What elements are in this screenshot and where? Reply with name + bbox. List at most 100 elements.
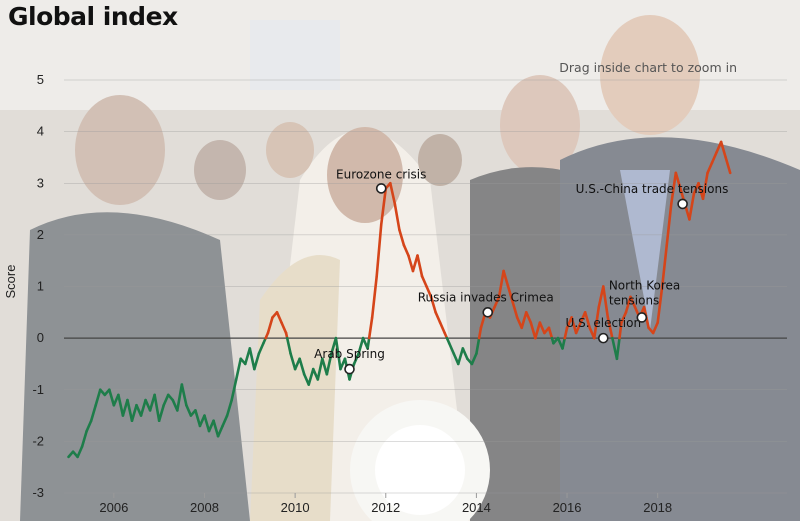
- line-segment: [429, 295, 437, 314]
- chart-title: Global index: [8, 2, 178, 31]
- line-segment: [334, 336, 342, 371]
- line-segment: [221, 414, 229, 428]
- line-segment: [447, 341, 456, 355]
- line-segment: [602, 285, 610, 319]
- line-segment: [157, 403, 166, 423]
- line-segment: [547, 326, 554, 340]
- line-segment: [665, 202, 673, 247]
- y-tick-label: 3: [37, 175, 44, 190]
- axes: 5 4 3 2 1 0 -1 -2 -3 2006 2008 2010 2012 2014 2016 2018…: [3, 72, 672, 515]
- line-segment: [506, 285, 514, 304]
- line-segment: [285, 336, 292, 355]
- line-segment: [538, 321, 546, 335]
- line-segment: [502, 269, 510, 288]
- x-tick-label: 2016: [553, 500, 582, 515]
- y-tick-label: 0: [37, 330, 44, 345]
- line-segment: [275, 311, 283, 324]
- line-segment: [307, 367, 315, 386]
- line-segment: [126, 398, 134, 423]
- line-segment: [656, 285, 664, 324]
- line-segment: [162, 393, 170, 407]
- line-segment: [520, 311, 528, 330]
- line-segment: [139, 398, 147, 417]
- zoom-hint: Drag inside chart to zoom in: [559, 60, 737, 75]
- x-tick-label: 2006: [99, 500, 128, 515]
- annotation-label: U.S. election: [566, 316, 642, 330]
- line-segment: [574, 321, 582, 335]
- y-tick-label: 2: [37, 227, 44, 242]
- line-segment: [94, 388, 102, 407]
- line-segment: [674, 171, 682, 190]
- line-segment: [497, 269, 505, 299]
- line-segment: [234, 357, 243, 381]
- x-tick-label: 2014: [462, 500, 491, 515]
- line-segment: [461, 347, 469, 361]
- line-segment: [352, 352, 360, 366]
- annotation-marker: [482, 307, 494, 318]
- x-tick-label: 2010: [281, 500, 310, 515]
- line-segment: [456, 347, 465, 366]
- line-segment: [316, 357, 324, 381]
- line-segment: [420, 274, 428, 288]
- line-segment: [570, 316, 578, 335]
- line-segment: [266, 316, 274, 335]
- x-tick-label: 2018: [643, 500, 672, 515]
- line-segment: [434, 311, 442, 324]
- line-segment: [153, 393, 161, 423]
- line-segment: [212, 419, 220, 438]
- line-segment: [529, 321, 537, 340]
- y-tick-label: -1: [32, 382, 44, 397]
- line-segment: [606, 316, 614, 340]
- line-segment: [706, 161, 714, 175]
- line-segment: [710, 150, 718, 164]
- line-segment: [393, 202, 401, 232]
- y-tick-label: 4: [37, 124, 44, 139]
- annotation-label: Arab Spring: [314, 347, 385, 361]
- line-segment: [493, 295, 501, 309]
- line-segment: [130, 403, 138, 423]
- line-segment: [80, 429, 88, 448]
- line-segment: [357, 336, 365, 355]
- line-segment: [85, 419, 93, 433]
- line-segment: [669, 171, 678, 206]
- line-segment: [289, 352, 297, 371]
- line-segment: [470, 352, 478, 366]
- line-segment: [534, 321, 542, 340]
- line-segment: [257, 341, 265, 355]
- annotations: Eurozone crisis Arab Spring Russia invades…: [314, 167, 729, 375]
- line-segment: [280, 321, 288, 335]
- annotation-label: Eurozone crisis: [336, 167, 426, 181]
- line-segment: [398, 228, 406, 247]
- line-segment: [108, 388, 116, 407]
- annotation-marker: [677, 198, 688, 210]
- annotation-label: North Korea tensions: [609, 278, 680, 307]
- annotation-label: Russia invades Crimea: [418, 290, 554, 304]
- line-segment: [615, 336, 621, 361]
- line-segment: [660, 243, 669, 288]
- line-segment: [651, 321, 659, 335]
- line-segment: [425, 285, 433, 299]
- line-segment: [367, 316, 374, 340]
- line-segment: [701, 171, 709, 201]
- line-segment: [253, 352, 261, 371]
- annotation-marker: [636, 312, 648, 323]
- annotation-marker: [375, 183, 387, 194]
- y-tick-label: 1: [37, 279, 44, 294]
- line-segment: [629, 295, 637, 309]
- score-line: [67, 140, 732, 459]
- annotation-marker: [344, 363, 355, 375]
- line-segment: [298, 357, 306, 376]
- annotation-label: U.S.-China trade tensions: [576, 182, 729, 196]
- line-segment: [180, 383, 188, 407]
- line-segment: [592, 305, 601, 340]
- line-segment: [402, 243, 410, 257]
- line-segment: [561, 336, 567, 350]
- line-segment: [719, 140, 727, 159]
- line-segment: [194, 409, 202, 428]
- line-segment: [524, 311, 533, 324]
- line-segment: [76, 445, 84, 459]
- line-segment: [225, 398, 233, 417]
- line-segment: [563, 326, 569, 340]
